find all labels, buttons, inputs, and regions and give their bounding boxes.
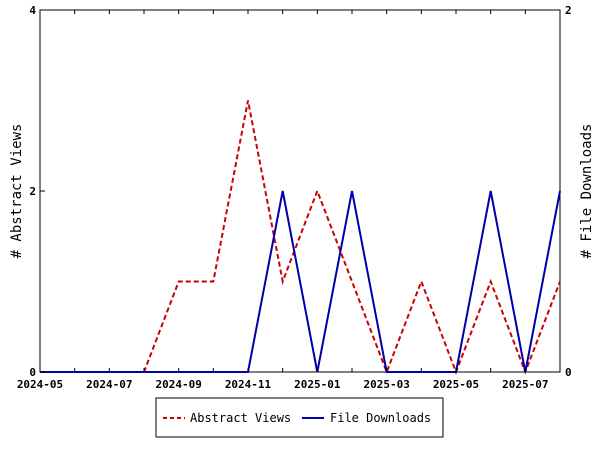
x-tick-label: 2024-05 <box>17 378 63 391</box>
x-tick-label: 2024-07 <box>86 378 132 391</box>
plot-frame <box>39 9 561 373</box>
y-left-tick-label: 2 <box>29 185 36 198</box>
legend-label-abstract-views: Abstract Views <box>190 411 291 425</box>
y-left-tick-label: 0 <box>29 366 36 379</box>
x-tick-label: 2025-03 <box>363 378 409 391</box>
series-layer <box>40 100 561 375</box>
legend: Abstract Views File Downloads <box>155 397 444 438</box>
y-axis-right-title: # File Downloads <box>579 124 595 259</box>
series-line-abstract-views <box>40 100 561 375</box>
series-line-file-downloads <box>40 190 561 373</box>
legend-label-file-downloads: File Downloads <box>330 411 431 425</box>
x-tick-label: 2025-07 <box>502 378 548 391</box>
x-axis: 2024-05 2024-07 2024-09 2024-11 2025-01 2025-… <box>17 10 561 391</box>
x-tick-label: 2025-01 <box>294 378 341 391</box>
y-left-tick-label: 4 <box>29 4 36 17</box>
x-tick-label: 2024-09 <box>155 378 201 391</box>
y-axis-left-title: # Abstract Views <box>9 124 25 259</box>
y-right-tick-label: 0 <box>565 366 572 379</box>
x-tick-label: 2025-05 <box>433 378 479 391</box>
x-tick-label: 2024-11 <box>225 378 272 391</box>
y-axis-right: 02 <box>555 4 572 379</box>
y-axis-left: 0 2 4 <box>29 4 45 379</box>
legend-box <box>155 397 444 438</box>
y-right-tick-label: 2 <box>565 4 572 17</box>
